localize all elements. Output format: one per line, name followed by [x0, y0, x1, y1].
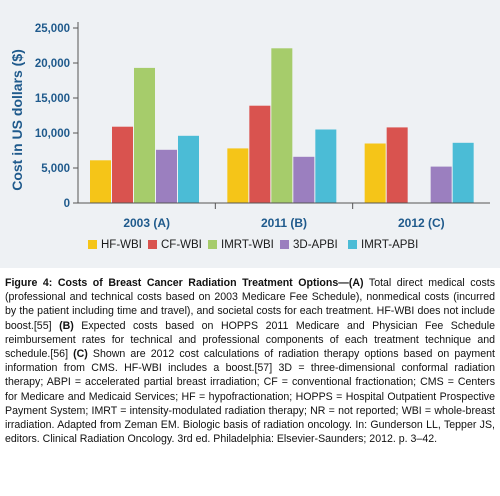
y-axis-label: Cost in US dollars ($) [9, 49, 25, 191]
legend: HF-WBI CF-WBI IMRT-WBI 3D-APBI IMRT-APBI [88, 239, 418, 251]
legend-swatch [208, 240, 217, 249]
bar [271, 48, 293, 203]
x-tick-label: 2012 (C) [398, 216, 445, 230]
y-tick-label: 15,000 [35, 93, 70, 105]
bar [227, 148, 249, 203]
bar [249, 105, 271, 203]
legend-swatch [148, 240, 157, 249]
caption-part-c: Shown are 2012 cost calculations of radi… [5, 348, 495, 446]
x-axis: 2003 (A) 2011 (B) 2012 (C) [78, 202, 490, 230]
legend-swatch [348, 240, 357, 249]
y-tick-label: 5,000 [41, 163, 70, 175]
bar [386, 127, 408, 203]
bar [156, 149, 177, 203]
bar [452, 142, 474, 203]
caption-part-b: Expected costs based on HOPPS 2011 Medic… [5, 319, 495, 361]
caption-b-label: (B) [59, 319, 74, 332]
y-axis: 0 5,000 10,000 15,000 20,000 25,000 [35, 22, 79, 210]
legend-swatch [280, 240, 289, 249]
legend-label: IMRT-WBI [221, 239, 274, 251]
bar [364, 143, 386, 203]
x-tick-label: 2003 (A) [123, 216, 170, 230]
y-tick-label: 25,000 [35, 23, 70, 35]
legend-label: IMRT-APBI [361, 239, 418, 251]
legend-swatch [88, 240, 97, 249]
legend-label: CF-WBI [161, 239, 202, 251]
y-tick-label: 10,000 [35, 128, 70, 140]
y-tick-label: 20,000 [35, 58, 70, 70]
bar [430, 166, 452, 203]
bar [293, 156, 315, 203]
bar [112, 126, 133, 203]
bars [90, 48, 474, 204]
legend-label: HF-WBI [101, 239, 142, 251]
bar [315, 129, 337, 203]
x-tick-label: 2011 (B) [261, 216, 307, 230]
caption-part-a: Total direct medical costs (professional… [5, 277, 495, 332]
bar [178, 135, 199, 203]
caption-figure-label: Figure 4: Costs of Breast Cancer Radiati… [5, 277, 364, 289]
y-tick-label: 0 [64, 198, 70, 210]
bar [134, 67, 155, 204]
legend-label: 3D-APBI [293, 239, 338, 251]
figure-caption: Figure 4: Costs of Breast Cancer Radiati… [5, 276, 495, 446]
caption-c-label: (C) [73, 348, 88, 361]
chart-panel: 0 5,000 10,000 15,000 20,000 25,000 2003 (A) 2… [0, 0, 500, 268]
bar [90, 160, 111, 203]
